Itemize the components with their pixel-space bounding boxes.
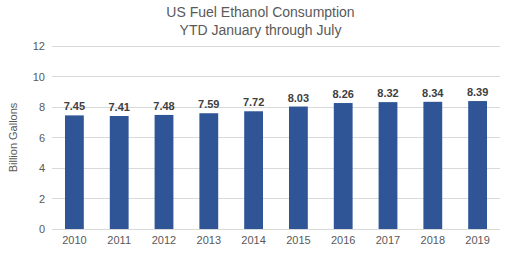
data-label: 7.59 — [198, 98, 219, 110]
chart: US Fuel Ethanol Consumption YTD January t… — [0, 0, 505, 261]
data-label: 7.41 — [108, 101, 129, 113]
y-tick-label: 6 — [39, 132, 45, 144]
data-label: 7.72 — [243, 96, 264, 108]
y-axis-label: Billion Gallons — [7, 102, 19, 172]
bar — [423, 102, 442, 229]
data-label: 8.03 — [288, 92, 309, 104]
data-label: 7.45 — [64, 100, 85, 112]
bar — [155, 115, 174, 229]
y-tick-label: 4 — [39, 162, 45, 174]
y-tick-label: 10 — [33, 71, 45, 83]
y-tick-label: 12 — [33, 40, 45, 52]
bar — [468, 101, 487, 229]
data-label: 8.32 — [377, 87, 398, 99]
data-label: 8.34 — [422, 87, 444, 99]
x-tick-label: 2016 — [331, 234, 355, 246]
data-label: 8.39 — [467, 86, 488, 98]
chart-container: US Fuel Ethanol Consumption YTD January t… — [0, 0, 505, 261]
data-label: 7.48 — [153, 100, 174, 112]
x-tick-label: 2011 — [107, 234, 131, 246]
bar — [110, 116, 129, 229]
bars — [65, 101, 487, 229]
y-tick-label: 2 — [39, 193, 45, 205]
grid-line — [52, 46, 500, 47]
y-tick-label: 0 — [39, 223, 45, 235]
x-tick-label: 2018 — [421, 234, 445, 246]
subtitle: YTD January through July — [180, 22, 342, 38]
bar — [199, 113, 218, 229]
grid-line — [52, 76, 500, 77]
x-tick-label: 2014 — [241, 234, 265, 246]
x-tick-label: 2010 — [62, 234, 86, 246]
bar — [379, 102, 398, 229]
x-tick-label: 2012 — [152, 234, 176, 246]
data-label: 8.26 — [332, 88, 353, 100]
bar — [289, 107, 308, 229]
x-tick-label: 2017 — [376, 234, 400, 246]
bar — [334, 103, 353, 229]
grid — [52, 46, 500, 229]
x-tick-label: 2019 — [465, 234, 489, 246]
y-tick-label: 8 — [39, 101, 45, 113]
bar — [244, 111, 263, 229]
data-labels: 7.45 7.41 7.48 7.59 7.72 8.03 8.26 8.32 8.34 8.39 — [64, 86, 489, 113]
title: US Fuel Ethanol Consumption — [166, 4, 354, 20]
bar — [65, 115, 84, 229]
x-tick-label: 2015 — [286, 234, 310, 246]
x-tick-label: 2013 — [197, 234, 221, 246]
